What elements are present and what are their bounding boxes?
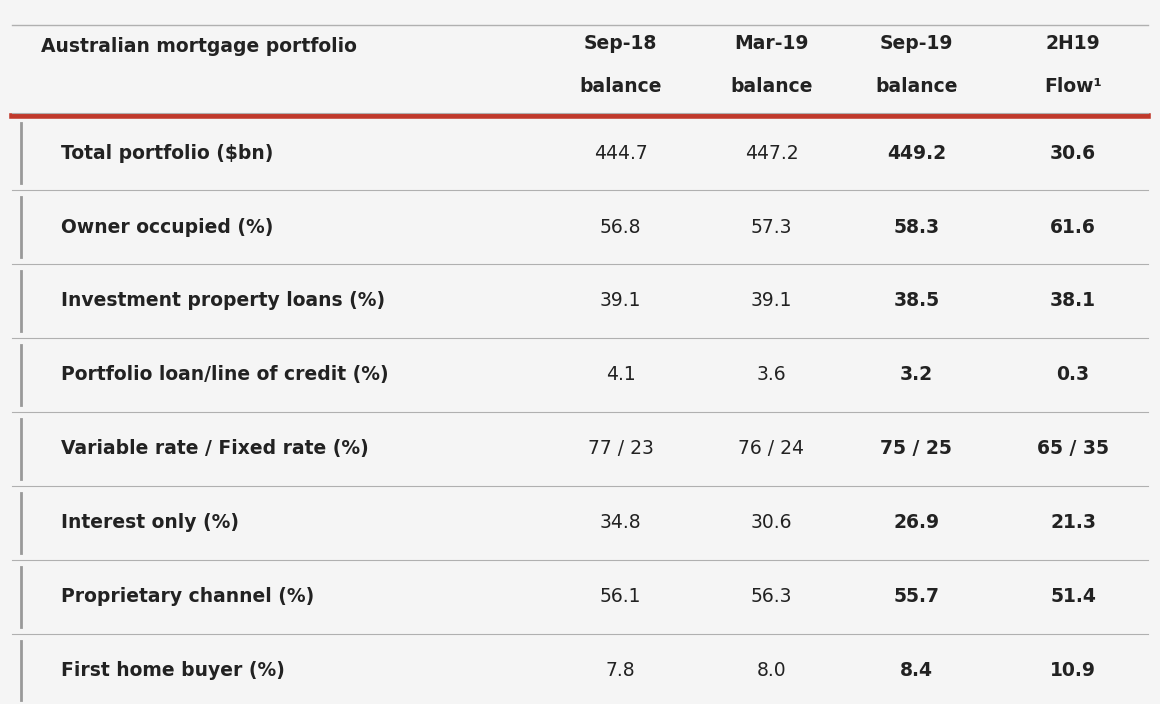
Text: Proprietary channel (%): Proprietary channel (%) bbox=[61, 587, 314, 606]
Text: 449.2: 449.2 bbox=[887, 144, 945, 163]
Text: 8.0: 8.0 bbox=[756, 661, 786, 680]
Text: balance: balance bbox=[579, 77, 662, 96]
Text: 75 / 25: 75 / 25 bbox=[880, 439, 952, 458]
Text: Flow¹: Flow¹ bbox=[1044, 77, 1102, 96]
Text: 76 / 24: 76 / 24 bbox=[739, 439, 804, 458]
Text: 30.6: 30.6 bbox=[751, 513, 792, 532]
Text: 65 / 35: 65 / 35 bbox=[1037, 439, 1109, 458]
Text: 3.6: 3.6 bbox=[756, 365, 786, 384]
Text: 56.1: 56.1 bbox=[600, 587, 641, 606]
Text: 2H19: 2H19 bbox=[1045, 34, 1101, 53]
Text: Portfolio loan/line of credit (%): Portfolio loan/line of credit (%) bbox=[61, 365, 389, 384]
Text: Investment property loans (%): Investment property loans (%) bbox=[61, 291, 385, 310]
Text: 57.3: 57.3 bbox=[751, 218, 792, 237]
Text: 55.7: 55.7 bbox=[893, 587, 940, 606]
Text: 447.2: 447.2 bbox=[745, 144, 798, 163]
Text: 38.1: 38.1 bbox=[1050, 291, 1096, 310]
Text: 8.4: 8.4 bbox=[900, 661, 933, 680]
Text: 56.8: 56.8 bbox=[600, 218, 641, 237]
Text: 34.8: 34.8 bbox=[600, 513, 641, 532]
Text: 39.1: 39.1 bbox=[600, 291, 641, 310]
Text: Mar-19: Mar-19 bbox=[734, 34, 809, 53]
Text: Interest only (%): Interest only (%) bbox=[61, 513, 239, 532]
Text: 56.3: 56.3 bbox=[751, 587, 792, 606]
Text: Sep-18: Sep-18 bbox=[583, 34, 658, 53]
Text: 10.9: 10.9 bbox=[1050, 661, 1096, 680]
Text: 3.2: 3.2 bbox=[900, 365, 933, 384]
Text: 58.3: 58.3 bbox=[893, 218, 940, 237]
Text: 61.6: 61.6 bbox=[1050, 218, 1096, 237]
Text: 0.3: 0.3 bbox=[1057, 365, 1089, 384]
Text: First home buyer (%): First home buyer (%) bbox=[61, 661, 285, 680]
Text: 51.4: 51.4 bbox=[1050, 587, 1096, 606]
Text: Total portfolio ($bn): Total portfolio ($bn) bbox=[61, 144, 274, 163]
Text: 21.3: 21.3 bbox=[1050, 513, 1096, 532]
Text: 7.8: 7.8 bbox=[606, 661, 636, 680]
Text: Variable rate / Fixed rate (%): Variable rate / Fixed rate (%) bbox=[61, 439, 369, 458]
Text: balance: balance bbox=[730, 77, 813, 96]
Text: 77 / 23: 77 / 23 bbox=[588, 439, 653, 458]
Text: 26.9: 26.9 bbox=[893, 513, 940, 532]
Text: Owner occupied (%): Owner occupied (%) bbox=[61, 218, 274, 237]
Text: balance: balance bbox=[875, 77, 958, 96]
Text: Sep-19: Sep-19 bbox=[879, 34, 954, 53]
Text: Australian mortgage portfolio: Australian mortgage portfolio bbox=[41, 37, 356, 56]
Text: 30.6: 30.6 bbox=[1050, 144, 1096, 163]
Text: 444.7: 444.7 bbox=[594, 144, 647, 163]
Text: 39.1: 39.1 bbox=[751, 291, 792, 310]
Text: 38.5: 38.5 bbox=[893, 291, 940, 310]
Text: 4.1: 4.1 bbox=[606, 365, 636, 384]
